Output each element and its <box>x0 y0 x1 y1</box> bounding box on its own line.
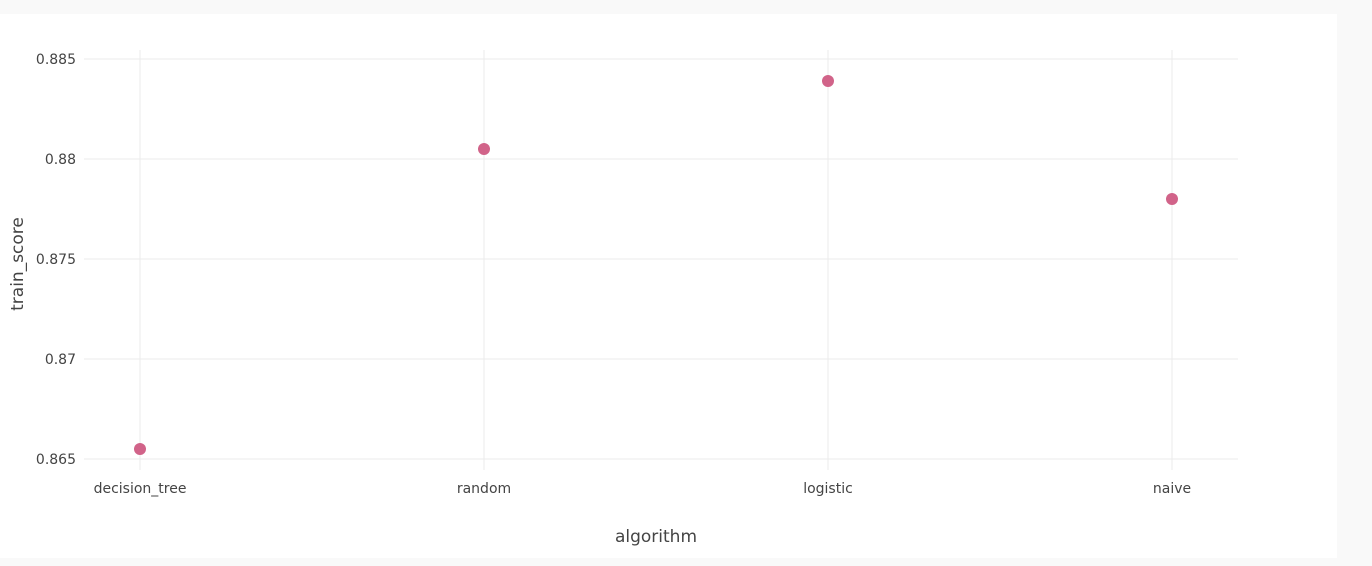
x-tick-label: naive <box>1153 481 1191 497</box>
data-point[interactable] <box>134 443 146 455</box>
x-tick-label: logistic <box>803 481 853 497</box>
data-point[interactable] <box>478 143 490 155</box>
data-points <box>134 75 1178 455</box>
y-tick-label: 0.87 <box>45 352 76 368</box>
x-tick-labels: decision_tree random logistic naive <box>94 481 1192 497</box>
x-tick-label: decision_tree <box>94 481 187 497</box>
y-tick-labels: 0.865 0.87 0.875 0.88 0.885 <box>36 52 76 468</box>
chart-panel <box>0 14 1337 558</box>
data-point[interactable] <box>1166 193 1178 205</box>
y-tick-label: 0.88 <box>45 152 76 168</box>
y-tick-label: 0.885 <box>36 52 76 68</box>
x-tick-label: random <box>457 481 511 497</box>
y-axis-title: train_score <box>8 217 28 311</box>
x-axis-title: algorithm <box>615 527 697 547</box>
y-tick-label: 0.865 <box>36 452 76 468</box>
grid-layer <box>84 50 1238 470</box>
data-point[interactable] <box>822 75 834 87</box>
y-tick-label: 0.875 <box>36 252 76 268</box>
